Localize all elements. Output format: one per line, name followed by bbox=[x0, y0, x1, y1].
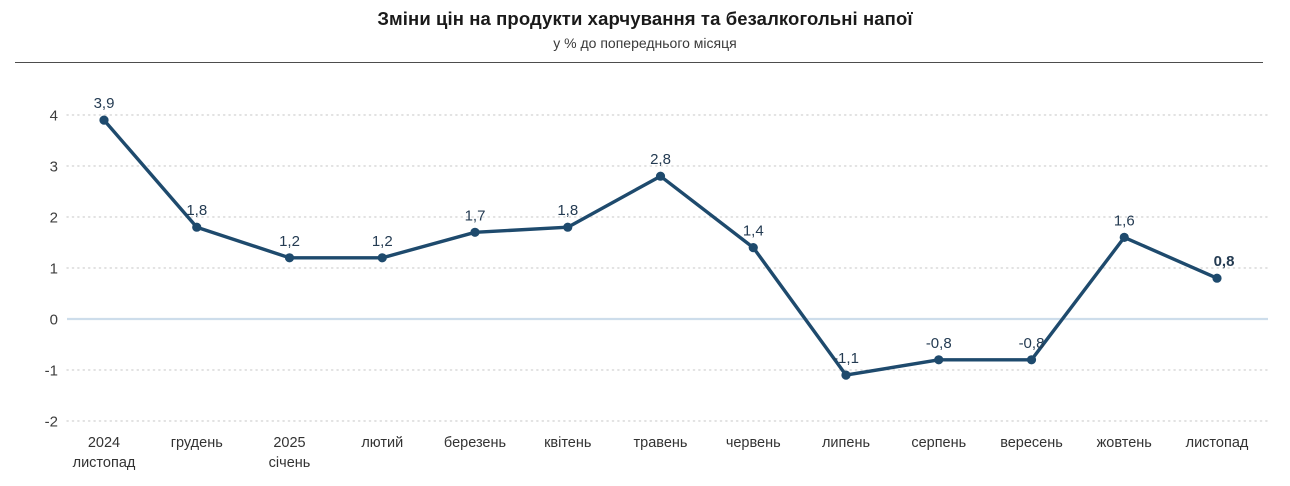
data-point bbox=[655, 171, 666, 181]
data-point bbox=[934, 355, 944, 365]
x-tick-label: серпень bbox=[911, 435, 966, 451]
data-point-label: 1,2 bbox=[372, 233, 393, 250]
x-tick-label: грудень bbox=[171, 435, 223, 451]
data-point bbox=[192, 222, 202, 232]
y-tick-label: 4 bbox=[50, 107, 58, 124]
chart-title: Зміни цін на продукти харчування та беза… bbox=[377, 8, 913, 29]
data-point-label: 1,6 bbox=[1114, 212, 1135, 229]
data-point bbox=[284, 253, 295, 263]
y-tick-label: -1 bbox=[45, 362, 58, 379]
data-point-label: 3,9 bbox=[94, 95, 115, 112]
x-tick-label: квітень bbox=[544, 435, 591, 451]
data-point bbox=[841, 370, 851, 380]
data-point-label: -0,8 bbox=[1019, 335, 1045, 352]
x-tick-label: листопад bbox=[1186, 435, 1249, 451]
y-tick-label: 1 bbox=[50, 260, 58, 277]
x-tick-label: 2024 bbox=[88, 435, 120, 451]
chart-subtitle: у % до попереднього місяця bbox=[553, 35, 737, 51]
data-point-label: 2,8 bbox=[650, 151, 671, 168]
data-point-label: 1,4 bbox=[743, 223, 764, 240]
x-tick-label: червень bbox=[726, 435, 781, 451]
x-tick-label: лютий bbox=[361, 435, 403, 451]
data-point bbox=[1212, 273, 1222, 283]
y-tick-label: -2 bbox=[45, 413, 58, 430]
data-point-label: -1,1 bbox=[833, 350, 859, 367]
data-point bbox=[1026, 355, 1037, 365]
data-point-label: 1,8 bbox=[557, 202, 578, 219]
y-tick-label: 2 bbox=[50, 209, 58, 226]
data-point-label: 1,7 bbox=[465, 207, 486, 224]
x-tick-label: березень bbox=[444, 435, 506, 451]
x-tick-label: січень bbox=[269, 455, 311, 471]
x-tick-label: липень bbox=[822, 435, 870, 451]
data-point bbox=[748, 243, 758, 253]
x-tick-label: листопад bbox=[73, 455, 136, 471]
y-tick-label: 3 bbox=[50, 158, 58, 175]
chart-header: Зміни цін на продукти харчування та беза… bbox=[0, 0, 1290, 51]
plot-area: 4 3 2 1 0 -1 -2 3,9 1,8 1,2 1,2 1,7 1,8 2,8 1,4 -1,1 -0,… bbox=[0, 66, 1290, 486]
header-divider bbox=[15, 62, 1263, 63]
data-point-label: 0,8 bbox=[1214, 253, 1235, 270]
data-point bbox=[377, 253, 387, 263]
data-point bbox=[563, 222, 573, 232]
x-tick-label: 2025 bbox=[273, 435, 305, 451]
x-tick-label: жовтень bbox=[1097, 435, 1152, 451]
data-point-label: 1,2 bbox=[279, 233, 300, 250]
data-point-label: 1,8 bbox=[186, 202, 207, 219]
data-point bbox=[99, 115, 109, 125]
data-point bbox=[470, 227, 480, 237]
chart-svg: 4 3 2 1 0 -1 -2 3,9 1,8 1,2 1,2 1,7 1,8 2,8 1,4 -1,1 -0,… bbox=[45, 95, 1269, 471]
x-tick-label: травень bbox=[634, 435, 688, 451]
y-tick-label: 0 bbox=[50, 311, 58, 328]
data-point bbox=[1119, 232, 1129, 242]
x-tick-label: вересень bbox=[1000, 435, 1063, 451]
data-point-label: -0,8 bbox=[926, 335, 952, 352]
